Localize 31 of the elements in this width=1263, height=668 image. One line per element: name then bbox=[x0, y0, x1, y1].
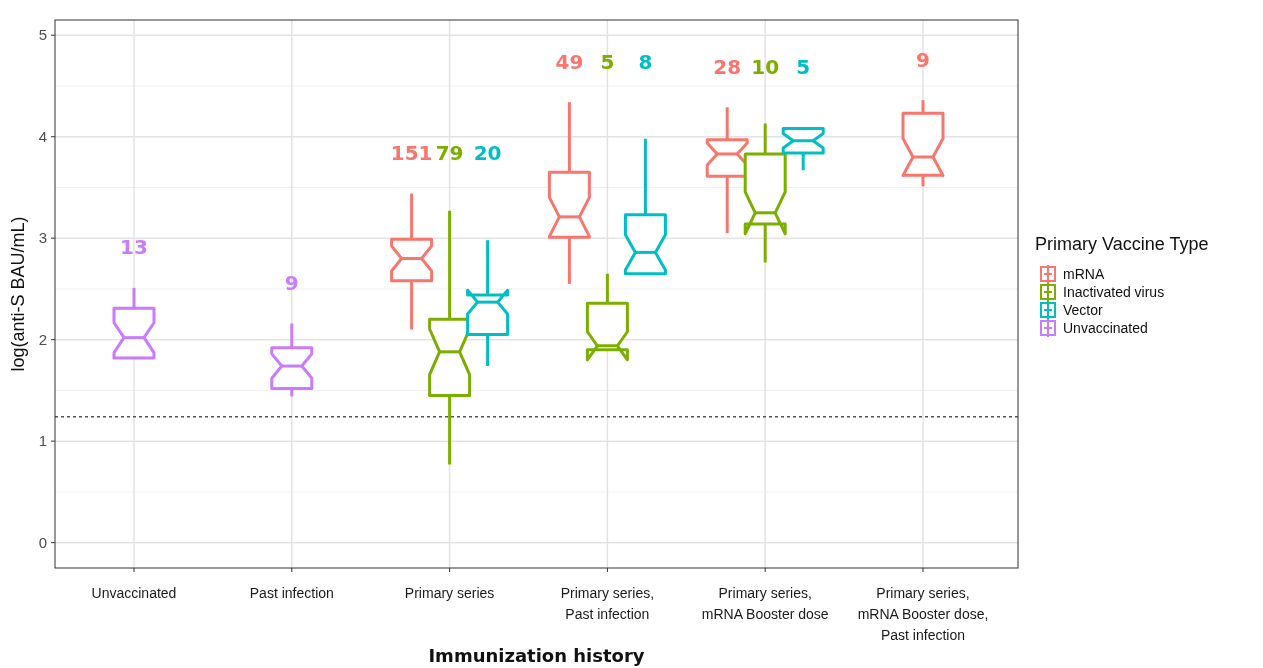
text: 9 bbox=[284, 270, 299, 295]
text: 5 bbox=[600, 49, 615, 74]
legend-label: mRNA bbox=[1063, 265, 1105, 282]
y-tick-label: 5 bbox=[38, 26, 47, 44]
y-tick-label: 1 bbox=[38, 432, 47, 450]
x-tick-label: Primary series, Past infection bbox=[560, 585, 655, 622]
x-axis-title: Immunization history bbox=[428, 645, 645, 666]
text: 151 bbox=[390, 140, 433, 165]
legend-label: Vector bbox=[1063, 301, 1104, 318]
y-tick-label: 4 bbox=[38, 127, 47, 145]
text: 49 bbox=[555, 49, 584, 74]
legend-label: Inactivated virus bbox=[1063, 283, 1165, 300]
legend-label: Unvaccinated bbox=[1063, 319, 1148, 336]
text: 79 bbox=[435, 140, 464, 165]
legend-title: Primary Vaccine Type bbox=[1035, 234, 1209, 254]
text: 20 bbox=[473, 140, 502, 165]
y-tick-label: 3 bbox=[38, 229, 47, 247]
y-tick-label: 0 bbox=[38, 533, 47, 551]
x-tick-label: Unvaccinated bbox=[91, 585, 177, 601]
x-tick-label: Primary series, mRNA Booster dose bbox=[701, 585, 829, 622]
x-tick-label: Primary series bbox=[404, 585, 495, 601]
x-tick-label: Primary series, mRNA Booster dose, Past infection bbox=[857, 585, 989, 643]
text: 13 bbox=[120, 235, 148, 260]
text: 5 bbox=[796, 54, 811, 79]
y-tick-label: 2 bbox=[38, 330, 47, 348]
text: 28 bbox=[713, 54, 742, 79]
text: 10 bbox=[751, 54, 780, 79]
text: 9 bbox=[916, 47, 930, 72]
text: 8 bbox=[638, 49, 653, 74]
x-tick-label: Past infection bbox=[249, 585, 334, 601]
y-axis-title: log(anti-S BAU/mL) bbox=[8, 216, 28, 372]
